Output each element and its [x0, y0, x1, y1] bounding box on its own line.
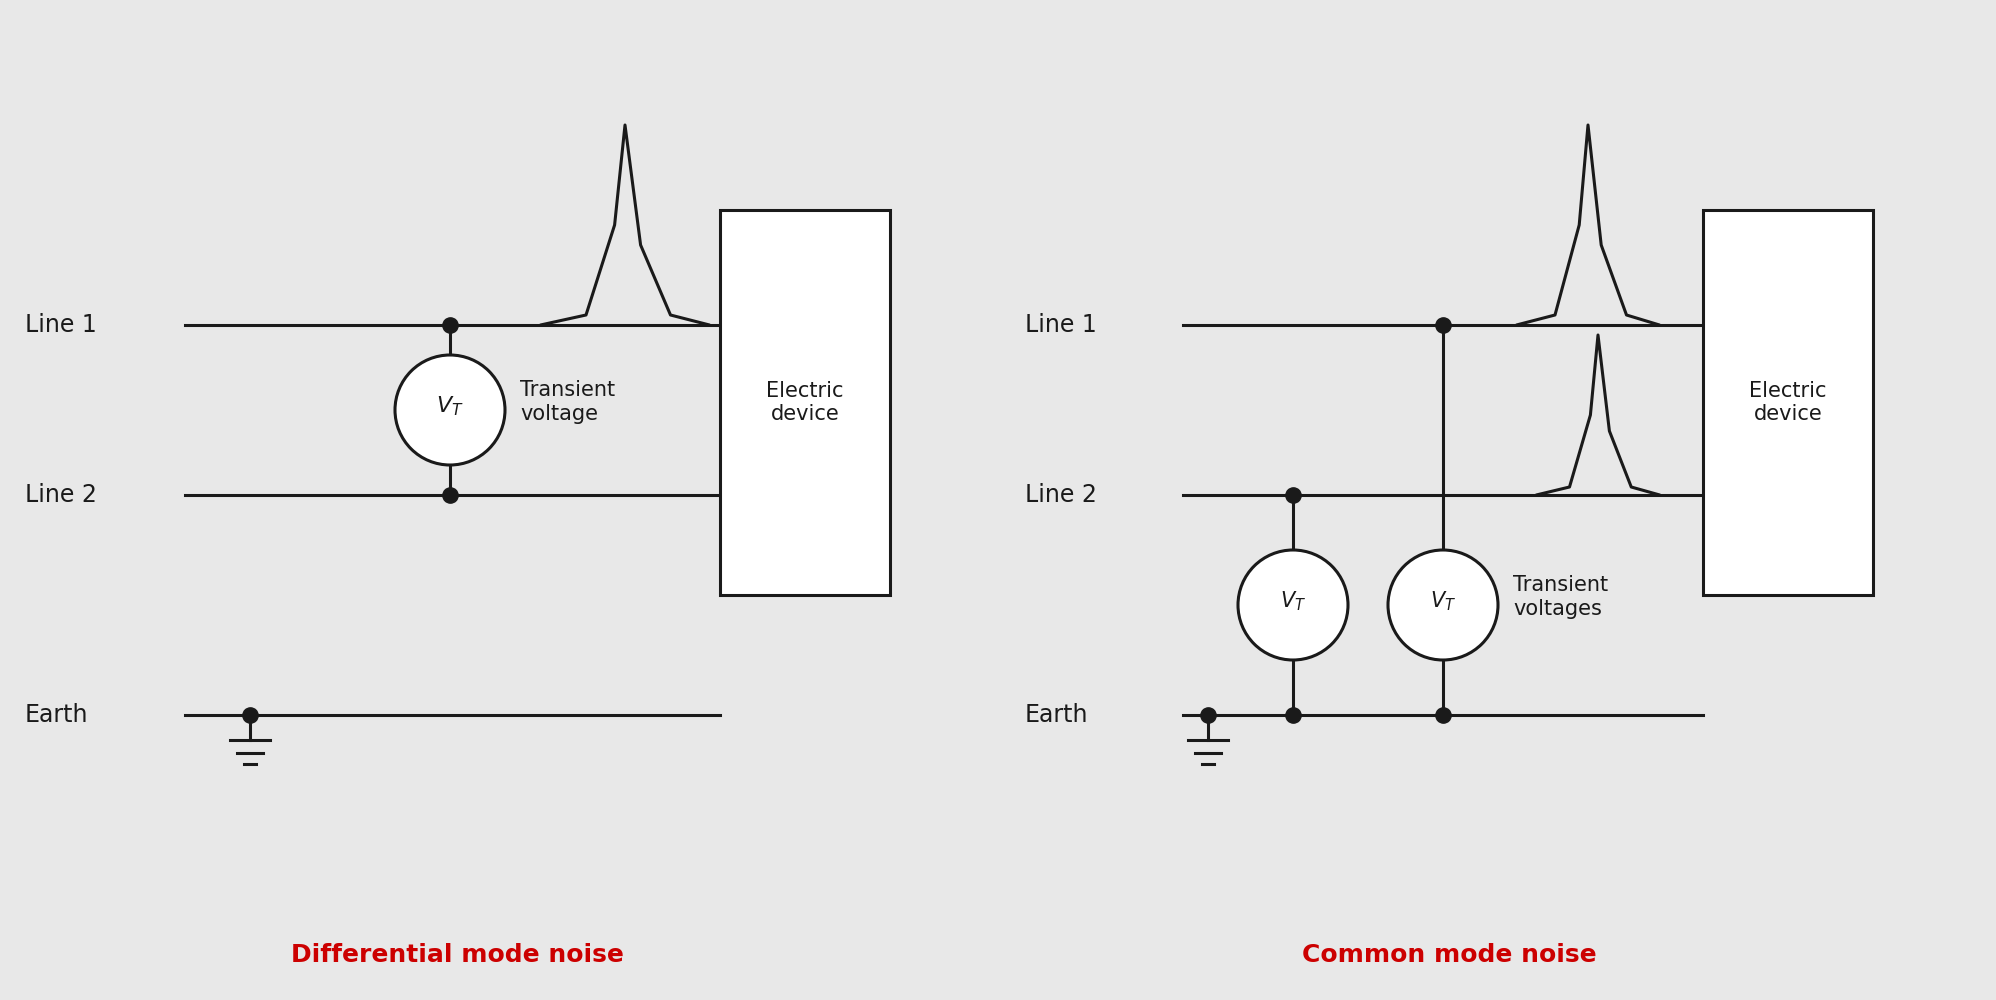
Text: Earth: Earth — [26, 703, 88, 727]
Circle shape — [1238, 550, 1347, 660]
Text: Line 2: Line 2 — [26, 483, 98, 507]
Bar — [721, 210, 890, 595]
Text: $\mathit{V}_T$: $\mathit{V}_T$ — [1429, 589, 1457, 613]
Text: Common mode noise: Common mode noise — [1301, 943, 1597, 967]
Circle shape — [395, 355, 505, 465]
Text: Line 1: Line 1 — [1026, 313, 1096, 337]
Text: $\mathit{V}_T$: $\mathit{V}_T$ — [1279, 589, 1305, 613]
Text: Transient
voltages: Transient voltages — [1513, 575, 1609, 619]
Text: Differential mode noise: Differential mode noise — [291, 943, 625, 967]
Text: Electric
device: Electric device — [1748, 381, 1826, 424]
Text: Line 2: Line 2 — [1026, 483, 1098, 507]
Text: $\mathit{V}_T$: $\mathit{V}_T$ — [437, 394, 463, 418]
Text: Earth: Earth — [1026, 703, 1088, 727]
Circle shape — [1387, 550, 1499, 660]
Text: Electric
device: Electric device — [766, 381, 844, 424]
Bar — [1703, 210, 1872, 595]
Text: Transient
voltage: Transient voltage — [521, 380, 615, 424]
Text: Line 1: Line 1 — [26, 313, 96, 337]
